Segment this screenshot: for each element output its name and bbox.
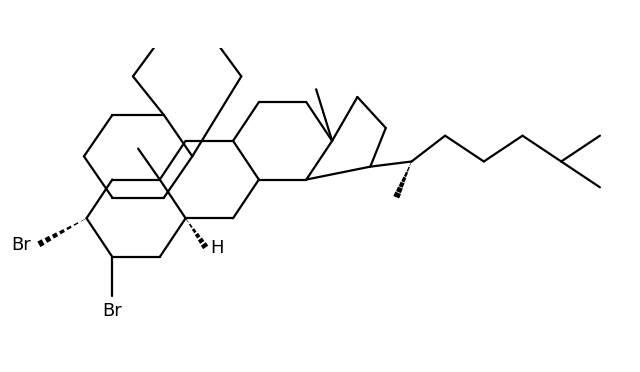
Text: Br: Br	[12, 236, 31, 254]
Text: H: H	[211, 239, 224, 257]
Text: Br: Br	[102, 302, 122, 320]
